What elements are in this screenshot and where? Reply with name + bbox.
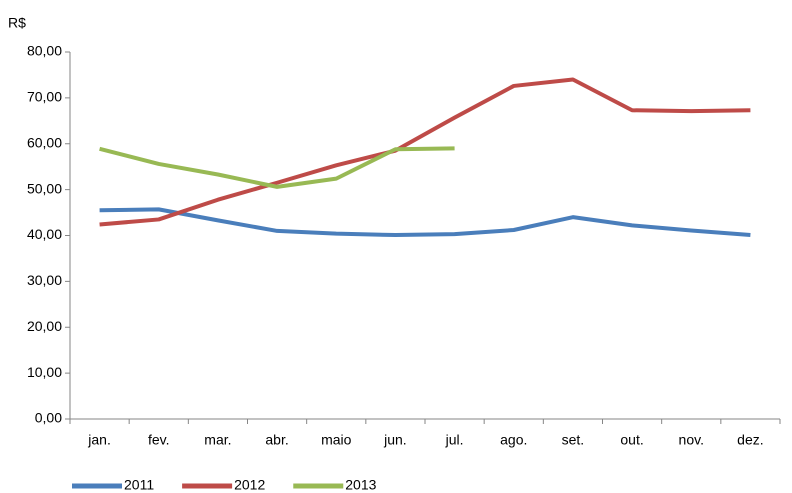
x-tick-label: jun. xyxy=(383,432,407,448)
legend-label: 2012 xyxy=(234,477,265,493)
y-tick-label: 40,00 xyxy=(27,226,62,242)
x-tick-label: nov. xyxy=(679,432,704,448)
y-axis-label: R$ xyxy=(8,15,26,31)
legend-label: 2011 xyxy=(124,477,154,493)
x-tick-label: mar. xyxy=(204,432,231,448)
x-tick-label: ago. xyxy=(500,432,527,448)
y-tick-label: 0,00 xyxy=(35,410,62,426)
y-tick-label: 50,00 xyxy=(27,180,62,196)
x-tick-label: abr. xyxy=(265,432,288,448)
x-tick-label: maio xyxy=(321,432,352,448)
series-line xyxy=(99,77,751,227)
x-tick-label: set. xyxy=(562,432,585,448)
x-tick-label: out. xyxy=(620,432,643,448)
y-tick-label: 60,00 xyxy=(27,134,62,150)
series-line xyxy=(99,146,455,189)
x-tick-label: jan. xyxy=(87,432,111,448)
y-tick-label: 30,00 xyxy=(27,272,62,288)
x-tick-label: jul. xyxy=(445,432,464,448)
y-tick-label: 20,00 xyxy=(27,318,62,334)
legend-label: 2013 xyxy=(345,477,376,493)
x-tick-label: fev. xyxy=(148,432,170,448)
y-tick-label: 10,00 xyxy=(27,364,62,380)
y-tick-label: 80,00 xyxy=(27,43,62,59)
y-tick-label: 70,00 xyxy=(27,89,62,105)
x-tick-label: dez. xyxy=(737,432,763,448)
series-line xyxy=(99,207,751,238)
